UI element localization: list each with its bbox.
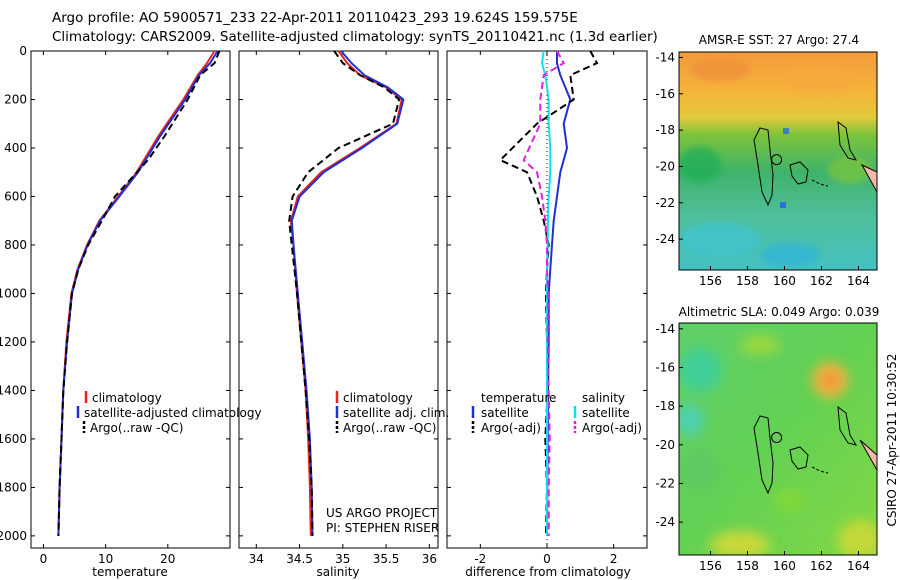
series-line-argo-raw-qc- — [288, 50, 401, 536]
island-outlines — [753, 120, 858, 495]
temperature-legend: climatology satellite-adjusted climatolo… — [76, 391, 262, 435]
legend-label-argo: Argo(..raw -QC) — [90, 421, 183, 435]
map-y-tick-label: -18 — [655, 123, 675, 137]
legend-label-sal-argo: Argo(-adj) — [582, 421, 642, 435]
map-x-tick-label: 164 — [847, 274, 870, 288]
x-tick-label: 36 — [422, 552, 437, 566]
y-tick-label: 1600 — [0, 432, 27, 446]
map-x-tick-label: 160 — [773, 559, 796, 573]
y-tick-label: 200 — [4, 92, 27, 106]
legend-label-satellite: satellite-adjusted climatology — [84, 406, 262, 420]
sst-map-field — [679, 52, 877, 270]
x-tick-label: 35.5 — [373, 552, 400, 566]
x-tick-label: 0 — [40, 552, 48, 566]
legend-label-climatology: climatology — [92, 391, 162, 405]
map-y-tick-label: -18 — [655, 399, 675, 413]
x-tick-label: 34.5 — [286, 552, 313, 566]
y-tick-label: 400 — [4, 141, 27, 155]
y-tick-label: 0 — [19, 44, 27, 58]
x-axis-label-difference: difference from climatology — [465, 565, 631, 579]
legend-label-temp-argo: Argo(-adj) — [481, 421, 541, 435]
sla-map-field — [679, 323, 877, 555]
y-tick-label: 800 — [4, 238, 27, 252]
map-x-tick-label: 156 — [699, 274, 722, 288]
map-y-tick-label: -22 — [655, 476, 675, 490]
map-y-tick-label: -20 — [655, 159, 675, 173]
side-timestamp-label: CSIRO 27-Apr-2011 10:30:52 — [885, 353, 899, 526]
sst-map-title: AMSR-E SST: 27 Argo: 27.4 — [699, 33, 859, 47]
map-y-tick-label: -16 — [655, 360, 675, 374]
sla-map-title: Altimetric SLA: 0.049 Argo: 0.039 — [679, 305, 880, 319]
temperature-axes-frame — [30, 50, 231, 549]
map-y-tick-label: -14 — [655, 50, 675, 64]
map-y-tick-label: -24 — [655, 232, 675, 246]
legend-group-temperature: temperature — [481, 391, 556, 405]
y-tick-label: 2000 — [0, 529, 27, 543]
series-line-temperature-satellite — [546, 51, 572, 536]
y-tick-label: 600 — [4, 189, 27, 203]
series-line-salinity-argo-adj- — [522, 50, 566, 536]
salinity-axes-frame — [238, 50, 439, 549]
map-x-tick-label: 162 — [810, 274, 833, 288]
x-tick-label: 2 — [610, 552, 618, 566]
project-annotation-line1: US ARGO PROJECT — [326, 506, 438, 520]
x-tick-label: -2 — [474, 552, 486, 566]
figure-title-line1: Argo profile: AO 5900571_233 22-Apr-2011… — [52, 10, 578, 26]
x-tick-label: 34 — [249, 552, 264, 566]
x-tick-label: 10 — [98, 552, 113, 566]
x-axis-label-temperature: temperature — [92, 565, 167, 579]
y-tick-label: 1000 — [0, 286, 27, 300]
map-x-tick-label: 164 — [847, 559, 870, 573]
sst-coastline-4 — [811, 179, 829, 187]
sla-coastline-3 — [837, 405, 858, 446]
map-x-tick-label: 160 — [773, 274, 796, 288]
series-line-climatology — [57, 50, 216, 536]
legend-label-sal-satellite: satellite — [582, 406, 630, 420]
legend-label-argo: Argo(..raw -QC) — [343, 421, 436, 435]
map-y-tick-label: -24 — [655, 515, 675, 529]
sla-map-frame — [678, 322, 878, 556]
salinity-legend: climatology satellite adj. clim. Argo(..… — [326, 391, 449, 535]
legend-label-climatology: climatology — [343, 391, 413, 405]
y-tick-label: 1400 — [0, 383, 27, 397]
float-position-marker — [771, 154, 783, 166]
x-tick-label: 20 — [160, 552, 175, 566]
sst-coastline-3 — [837, 120, 858, 161]
map-y-tick-label: -20 — [655, 438, 675, 452]
y-tick-label: 1800 — [0, 480, 27, 494]
map-x-tick-label: 162 — [810, 559, 833, 573]
x-axis-label-salinity: salinity — [316, 565, 359, 579]
map-x-tick-label: 156 — [699, 559, 722, 573]
series-line-satellite-adjusted-climatology — [57, 50, 219, 536]
figure-title-line2: Climatology: CARS2009. Satellite-adjuste… — [52, 29, 658, 45]
sla-coastline-4 — [811, 466, 829, 474]
x-tick-label: 0 — [543, 552, 551, 566]
sst-map-frame — [678, 51, 878, 271]
float-position-marker — [771, 432, 783, 444]
series-line-argo-raw-qc- — [57, 50, 221, 536]
y-tick-label: 1200 — [0, 335, 27, 349]
sla-coastline-1 — [753, 415, 774, 495]
map-y-tick-label: -14 — [655, 322, 675, 336]
project-annotation-line2: PI: STEPHEN RISER — [326, 521, 439, 535]
sst-coastline-1 — [753, 127, 774, 207]
legend-label-temp-satellite: satellite — [481, 406, 529, 420]
map-x-tick-label: 158 — [736, 274, 759, 288]
difference-legend: temperature satellite Argo(-adj) salinit… — [471, 391, 642, 435]
legend-label-satellite: satellite adj. clim. — [343, 406, 449, 420]
legend-group-salinity: salinity — [582, 391, 625, 405]
series-line-climatology — [289, 50, 403, 536]
sst-coastline-2 — [789, 161, 809, 185]
x-tick-label: 35 — [335, 552, 350, 566]
sla-coastline-2 — [789, 446, 809, 470]
map-y-tick-label: -22 — [655, 196, 675, 210]
chart-marks: 0 10 2002004006008001000120014001600180020… — [0, 44, 870, 573]
series-line-salinity-satellite — [540, 50, 552, 536]
map-y-tick-label: -16 — [655, 87, 675, 101]
map-x-tick-label: 158 — [736, 559, 759, 573]
